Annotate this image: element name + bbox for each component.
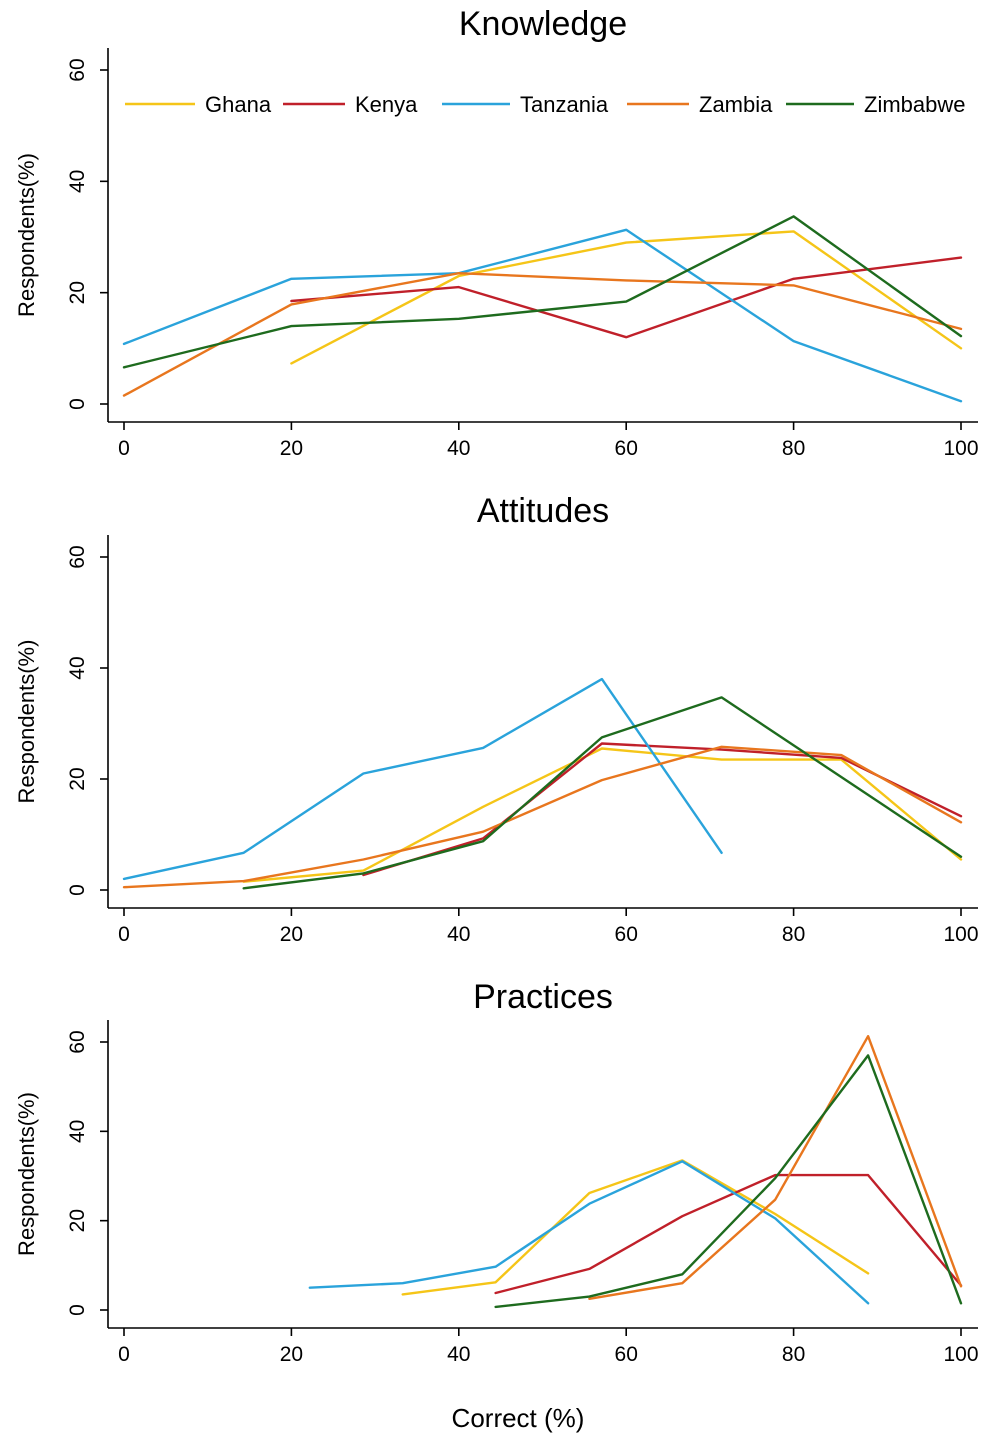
series-line-tanzania — [308, 1160, 870, 1305]
y-tick-label: 0 — [66, 884, 89, 896]
legend-label: Kenya — [355, 92, 418, 117]
x-tick-label: 100 — [943, 923, 978, 946]
x-tick-label: 20 — [280, 437, 303, 460]
series-line-tanzania — [122, 677, 723, 881]
x-tick-label: 80 — [782, 1343, 805, 1366]
x-tick-label: 20 — [280, 923, 303, 946]
y-tick-label: 0 — [66, 1304, 89, 1316]
panel-attitudes: Attitudes 0 20 40 60 80 100 0 20 40 60 Respondents(… — [14, 492, 979, 946]
chart-title: Attitudes — [477, 492, 609, 530]
x-tick-label: 40 — [447, 437, 470, 460]
y-tick-label: 60 — [66, 1030, 89, 1053]
series-line-tanzania — [122, 228, 963, 403]
x-tick-label: 100 — [943, 437, 978, 460]
y-tick-label: 40 — [66, 1120, 89, 1143]
panel-knowledge: Knowledge 0 20 40 60 80 100 0 20 40 60 Respondents(… — [14, 5, 979, 460]
series-line-zimbabwe — [122, 215, 963, 369]
x-tick-label: 60 — [615, 1343, 638, 1366]
y-tick-label: 20 — [66, 281, 89, 304]
x-tick-label: 100 — [943, 1343, 978, 1366]
series-line-kenya — [494, 1173, 963, 1295]
series-line-zambia — [588, 1034, 963, 1301]
x-axis-title: Correct (%) — [452, 1403, 585, 1433]
series-line-zimbabwe — [494, 1054, 963, 1309]
x-tick-label: 40 — [447, 1343, 470, 1366]
legend-label: Ghana — [205, 92, 272, 117]
x-tick-label: 40 — [447, 923, 470, 946]
x-tick-label: 0 — [118, 1343, 130, 1366]
legend-label: Zimbabwe — [864, 92, 965, 117]
x-tick-label: 60 — [615, 437, 638, 460]
y-tick-label: 20 — [66, 1209, 89, 1232]
y-tick-label: 60 — [66, 545, 89, 568]
series-line-ghana — [290, 230, 963, 365]
y-tick-label: 60 — [66, 58, 89, 81]
y-tick-label: 40 — [66, 170, 89, 193]
y-axis-title: Respondents(%) — [14, 153, 39, 317]
y-tick-label: 0 — [66, 398, 89, 410]
y-axis-title: Respondents(%) — [14, 640, 39, 804]
x-tick-label: 80 — [782, 923, 805, 946]
series-line-ghana — [242, 747, 963, 883]
series-line-ghana — [401, 1159, 870, 1296]
x-tick-label: 0 — [118, 437, 130, 460]
series-line-zimbabwe — [242, 696, 963, 890]
legend-item-tanzania: Tanzania — [442, 92, 609, 117]
series-line-zambia — [122, 272, 963, 397]
legend-item-zambia: Zambia — [627, 92, 773, 117]
series-line-kenya — [290, 256, 963, 339]
legend: Ghana Kenya Tanzania Zambia Zimbabwe — [125, 92, 965, 117]
legend-label: Tanzania — [520, 92, 609, 117]
y-tick-label: 20 — [66, 767, 89, 790]
x-tick-label: 20 — [280, 1343, 303, 1366]
series-line-zambia — [122, 745, 963, 889]
y-axis-title: Respondents(%) — [14, 1092, 39, 1256]
legend-item-ghana: Ghana — [125, 92, 272, 117]
chart-title: Knowledge — [459, 5, 627, 43]
panels: Knowledge 0 20 40 60 80 100 0 20 40 60 Respondents(… — [14, 5, 979, 1366]
chart-title: Practices — [473, 978, 613, 1016]
x-tick-label: 80 — [782, 437, 805, 460]
x-tick-label: 60 — [615, 923, 638, 946]
panel-practices: Practices 0 20 40 60 80 100 0 20 40 60 Respondents(… — [14, 978, 979, 1366]
y-tick-label: 40 — [66, 656, 89, 679]
x-tick-label: 0 — [118, 923, 130, 946]
legend-item-kenya: Kenya — [283, 92, 418, 117]
legend-label: Zambia — [699, 92, 773, 117]
legend-item-zimbabwe: Zimbabwe — [786, 92, 965, 117]
